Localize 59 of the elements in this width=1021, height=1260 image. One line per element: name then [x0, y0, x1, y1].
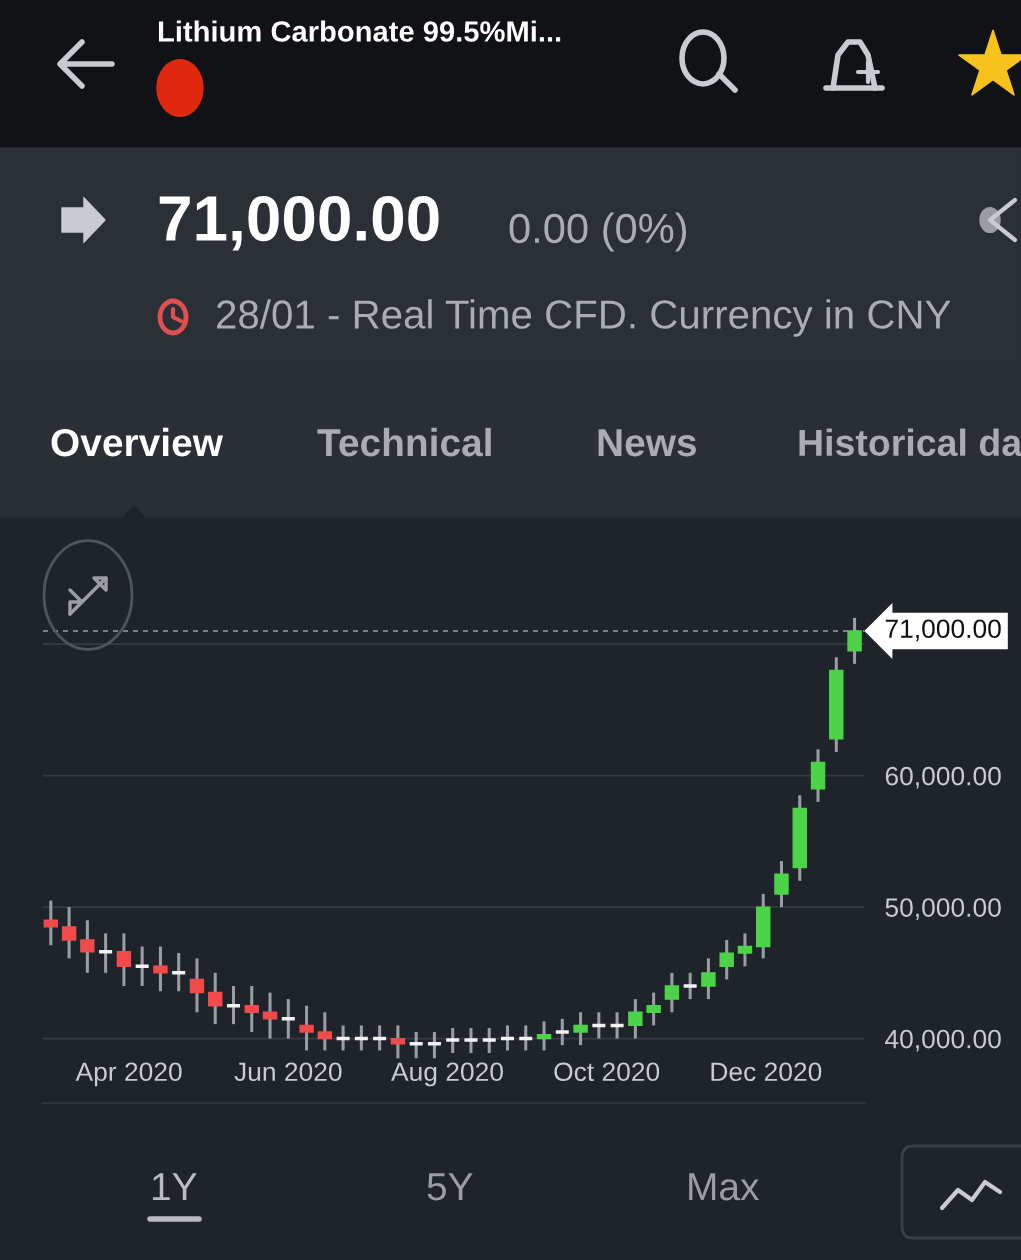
candlestick — [317, 1012, 333, 1051]
candlestick — [43, 900, 59, 947]
candlestick — [426, 1032, 443, 1059]
text: Technical — [317, 427, 491, 457]
candlestick — [480, 1028, 498, 1054]
candlestick — [719, 939, 734, 980]
candlestick — [444, 1028, 461, 1054]
candlestick — [116, 933, 132, 986]
x-tick-label: Dec 2020 — [711, 1062, 822, 1082]
text: 28/01 - Real Time CFD. Currency in CNY — [217, 299, 951, 337]
y-tick-label: 40,000.00 — [885, 1029, 1001, 1052]
ref-line-label: 71,000.00 — [885, 619, 1001, 642]
candlestick — [225, 985, 242, 1026]
candlestick — [390, 1025, 406, 1059]
candlestick — [334, 1025, 352, 1051]
candlestick — [299, 1005, 314, 1051]
candlestick — [133, 946, 151, 986]
x-tick-label: Aug 2020 — [391, 1062, 503, 1087]
text: 71,000.00 — [159, 195, 439, 251]
candlestick — [208, 971, 223, 1026]
text: Max — [689, 1173, 760, 1201]
candlestick — [97, 933, 114, 973]
candlestick — [262, 992, 278, 1039]
chart-title: Lithium Carbonate 99.5%Mi... — [158, 20, 561, 42]
candlestick — [189, 958, 205, 1013]
candlestick — [517, 1025, 535, 1051]
candlestick — [737, 933, 753, 967]
candlestick — [664, 971, 680, 1013]
candlestick — [590, 1012, 608, 1039]
candlestick — [80, 920, 95, 973]
text: Overview — [51, 427, 224, 457]
candlestick — [536, 1021, 552, 1051]
text: 5Y — [427, 1173, 473, 1201]
candlestick — [153, 946, 168, 992]
candlestick — [280, 999, 297, 1039]
y-tick-label: 60,000.00 — [885, 766, 1001, 789]
candlestick — [61, 907, 77, 959]
text: 1Y — [152, 1173, 197, 1201]
text: News — [598, 429, 696, 457]
candlestick — [701, 958, 716, 1001]
candlestick — [170, 953, 187, 992]
candlestick — [407, 1032, 425, 1059]
candlestick — [554, 1017, 571, 1047]
candlestick — [608, 1012, 626, 1039]
x-tick-label: Apr 2020 — [75, 1062, 182, 1087]
x-tick-label: Jun 2020 — [234, 1062, 342, 1082]
candlestick — [681, 971, 699, 1001]
candlestick — [628, 999, 643, 1039]
y-tick-label: 50,000.00 — [885, 898, 1001, 921]
candlestick — [646, 992, 661, 1026]
candlestick — [371, 1025, 388, 1051]
candlestick — [573, 1012, 588, 1047]
text: 0.00 (0%) — [509, 212, 687, 252]
candlestick — [499, 1025, 516, 1051]
x-tick-label: Oct 2020 — [554, 1062, 660, 1082]
candlestick — [353, 1025, 370, 1051]
candlestick — [244, 985, 259, 1032]
candlestick — [462, 1028, 480, 1054]
candlestick — [774, 861, 789, 909]
